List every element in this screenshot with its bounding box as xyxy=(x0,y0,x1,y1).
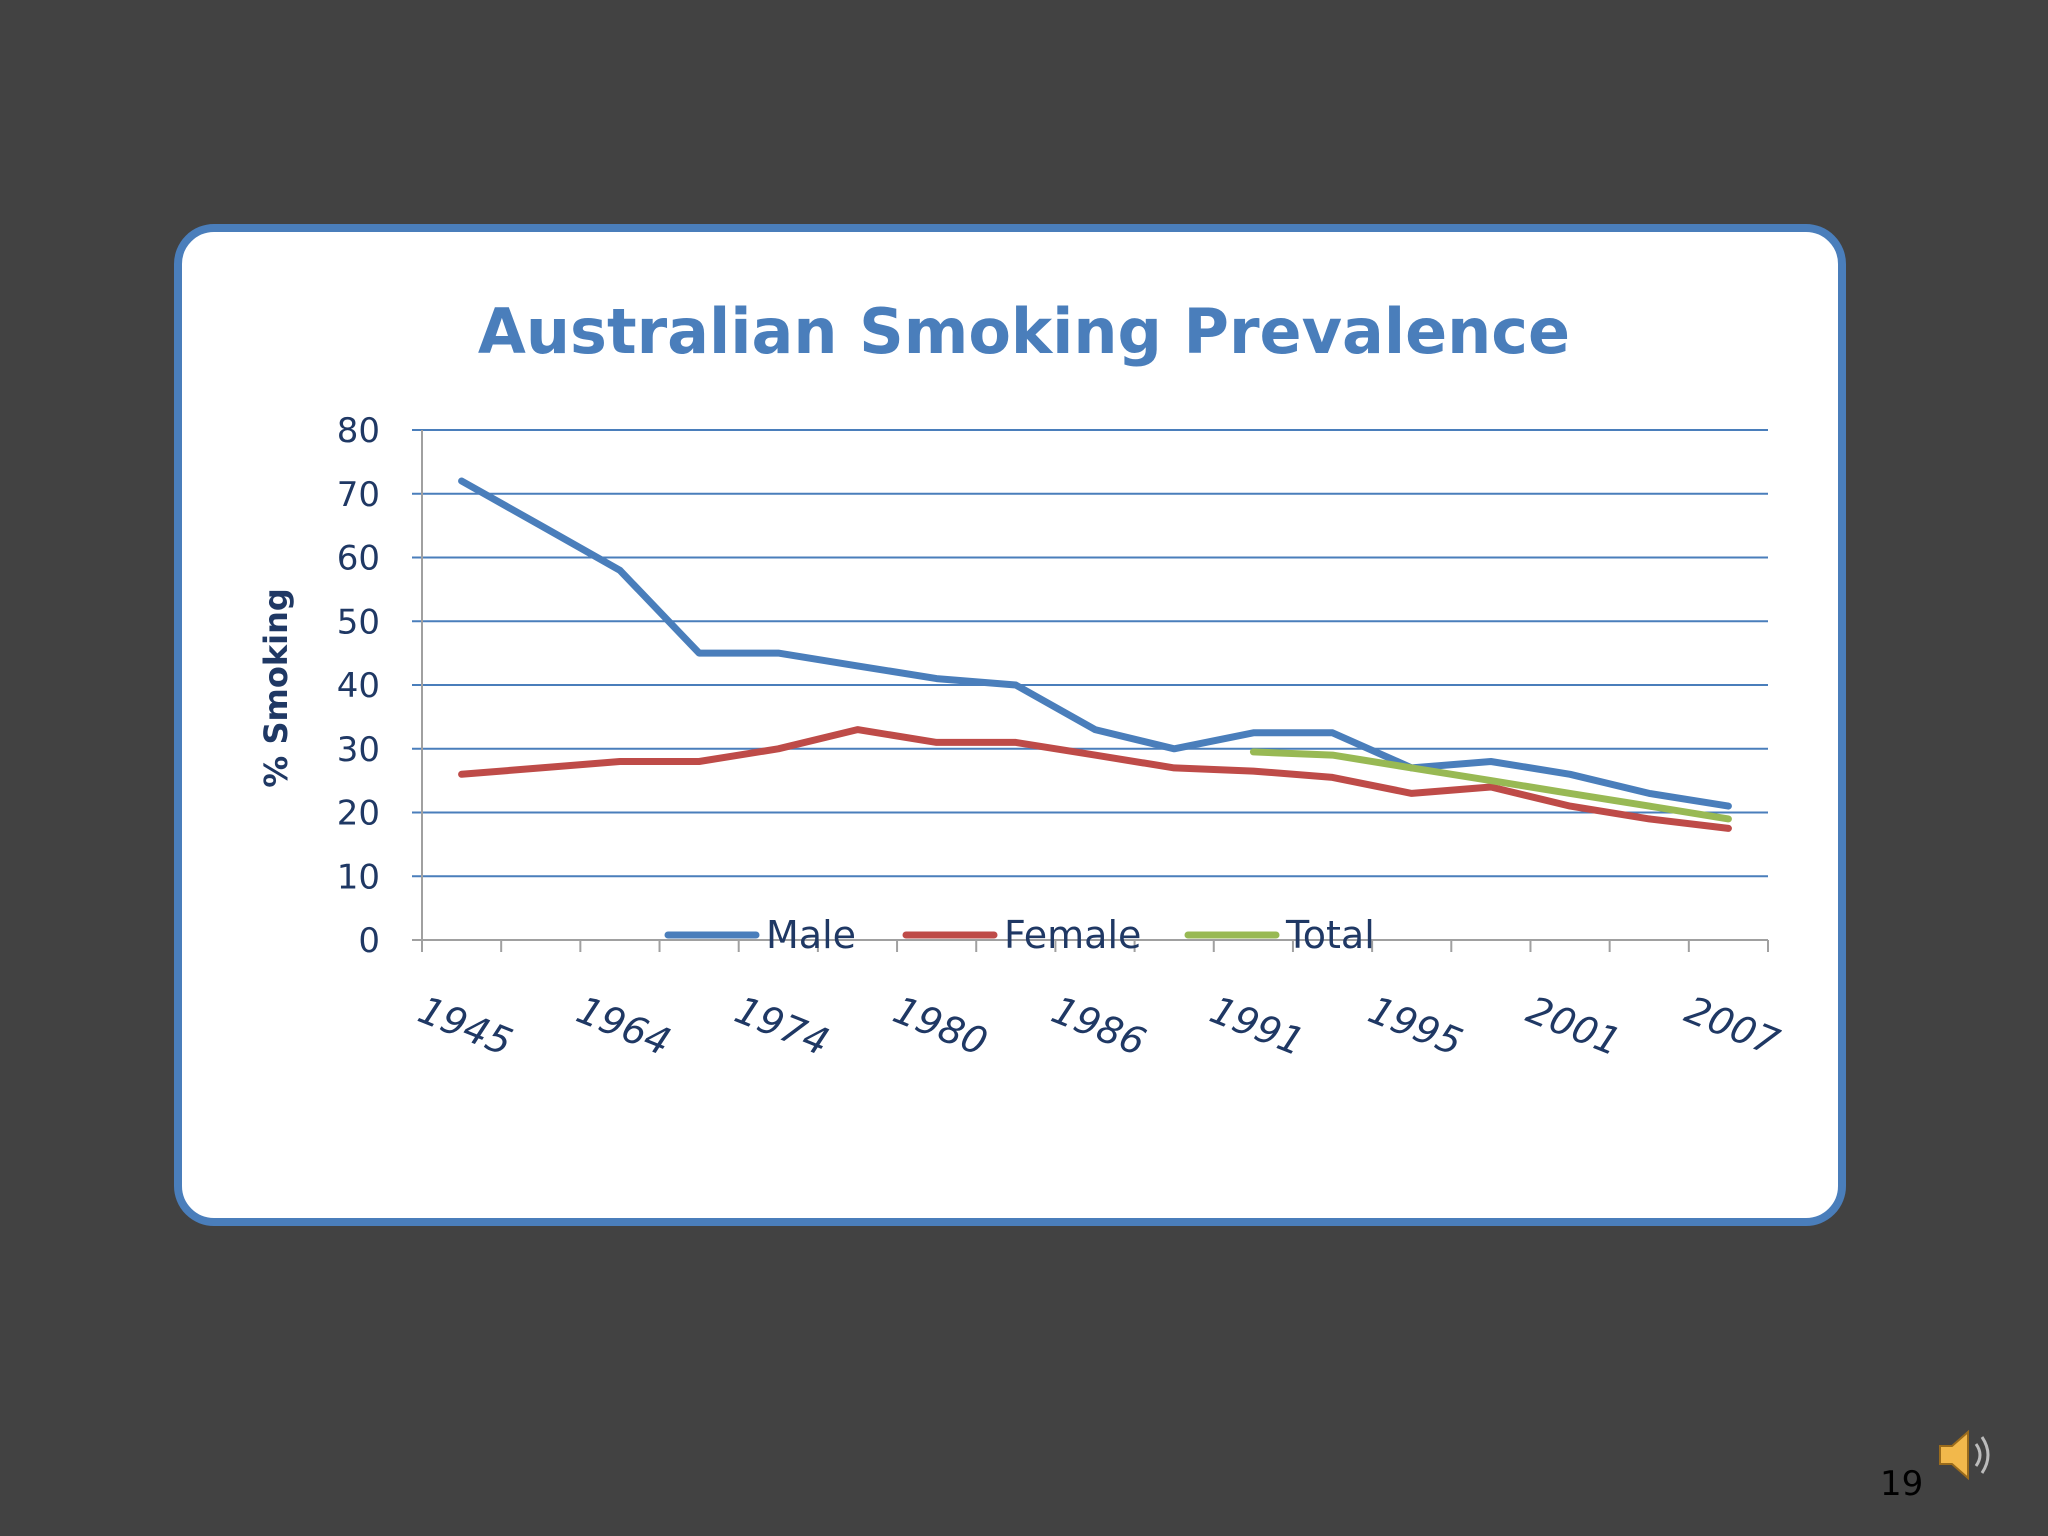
page-number: 19 xyxy=(1880,1464,1924,1504)
y-tick-label: 60 xyxy=(337,539,380,579)
x-tick-labels: 1945 1964 1974 1980 1986 1991 1995 2001 2007 xyxy=(412,988,1785,1065)
x-tick-label: 1986 xyxy=(1046,988,1152,1065)
line-chart: Australian Smoking Prevalence 0 10 20 30 40 5… xyxy=(257,295,1785,1065)
legend-label-female: Female xyxy=(1004,913,1141,957)
y-tick-label: 30 xyxy=(337,730,380,770)
y-tick-label: 50 xyxy=(337,602,380,642)
x-tick-label: 1995 xyxy=(1362,988,1468,1065)
x-tick-label: 2001 xyxy=(1521,988,1627,1065)
axes xyxy=(412,430,1769,952)
grid xyxy=(412,429,1768,878)
x-tick-label: 1945 xyxy=(412,988,518,1065)
series-line-male xyxy=(458,477,1732,810)
x-tick-label: 1980 xyxy=(887,988,993,1065)
chart-title: Australian Smoking Prevalence xyxy=(478,295,1570,368)
chart-panel: Australian Smoking Prevalence 0 10 20 30 40 5… xyxy=(174,224,1846,1226)
x-tick-label: 1974 xyxy=(729,988,835,1065)
y-tick-label: 40 xyxy=(337,666,380,706)
series-lines xyxy=(458,477,1732,832)
series-line-female xyxy=(458,726,1732,832)
series-line-total xyxy=(1249,748,1732,823)
x-tick-label: 2007 xyxy=(1679,988,1785,1065)
legend-label-male: Male xyxy=(766,913,856,957)
y-tick-labels: 0 10 20 30 40 50 60 70 80 xyxy=(337,411,380,961)
y-axis-label: % Smoking xyxy=(257,588,295,788)
y-tick-label: 20 xyxy=(337,794,380,834)
speaker-icon[interactable] xyxy=(1934,1420,2004,1494)
y-tick-label: 10 xyxy=(337,857,380,897)
x-tick-label: 1991 xyxy=(1204,988,1310,1065)
y-tick-label: 70 xyxy=(337,475,380,515)
y-tick-label: 0 xyxy=(358,921,380,961)
legend: Male Female Total xyxy=(664,913,1375,957)
y-tick-label: 80 xyxy=(337,411,380,451)
x-tick-label: 1964 xyxy=(571,988,677,1065)
legend-label-total: Total xyxy=(1285,913,1375,957)
